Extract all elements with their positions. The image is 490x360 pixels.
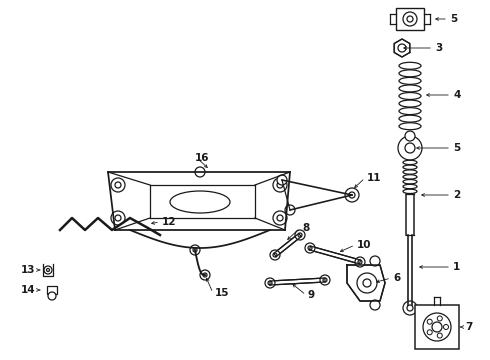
Circle shape [403, 301, 417, 315]
Bar [396, 8, 424, 30]
Circle shape [44, 266, 52, 274]
Circle shape [323, 278, 327, 282]
Bar [47, 286, 57, 294]
Circle shape [349, 192, 355, 198]
Polygon shape [310, 246, 361, 264]
Circle shape [47, 269, 49, 271]
Circle shape [273, 211, 287, 225]
Polygon shape [274, 233, 301, 257]
Circle shape [305, 243, 315, 253]
Circle shape [277, 175, 287, 185]
Text: 2: 2 [453, 190, 460, 200]
Text: 14: 14 [21, 285, 35, 295]
Text: 16: 16 [195, 153, 210, 163]
Polygon shape [347, 265, 385, 301]
Circle shape [298, 233, 302, 237]
Circle shape [48, 292, 56, 300]
Circle shape [200, 270, 210, 280]
Circle shape [437, 316, 442, 321]
Circle shape [265, 278, 275, 288]
Text: 10: 10 [357, 240, 371, 250]
Circle shape [423, 313, 451, 341]
Circle shape [355, 257, 365, 267]
Text: 9: 9 [308, 290, 315, 300]
Circle shape [357, 273, 377, 293]
Circle shape [203, 273, 207, 277]
Circle shape [407, 305, 413, 311]
Circle shape [273, 178, 287, 192]
Text: 1: 1 [453, 262, 460, 272]
Circle shape [320, 275, 330, 285]
Circle shape [277, 182, 283, 188]
Circle shape [308, 246, 312, 250]
Text: 6: 6 [393, 273, 400, 283]
Circle shape [115, 182, 121, 188]
Circle shape [370, 300, 380, 310]
Text: 4: 4 [453, 90, 461, 100]
Circle shape [115, 215, 121, 221]
Circle shape [405, 131, 415, 141]
Circle shape [427, 330, 432, 335]
Circle shape [427, 319, 432, 324]
Circle shape [195, 167, 205, 177]
Circle shape [268, 281, 272, 285]
Circle shape [398, 136, 422, 160]
Circle shape [273, 253, 277, 257]
Circle shape [407, 16, 413, 22]
Circle shape [111, 211, 125, 225]
Text: 5: 5 [453, 143, 460, 153]
Text: 8: 8 [302, 223, 309, 233]
Ellipse shape [170, 191, 230, 213]
Bar [415, 305, 459, 349]
Polygon shape [394, 39, 410, 57]
Polygon shape [270, 278, 325, 285]
Circle shape [437, 333, 442, 338]
Circle shape [277, 215, 283, 221]
Circle shape [405, 143, 415, 153]
Text: 15: 15 [215, 288, 229, 298]
Circle shape [345, 188, 359, 202]
Text: 12: 12 [162, 217, 176, 227]
Circle shape [370, 256, 380, 266]
Circle shape [398, 44, 406, 52]
Text: 13: 13 [21, 265, 35, 275]
Circle shape [295, 230, 305, 240]
Circle shape [363, 279, 371, 287]
Circle shape [193, 248, 197, 252]
Text: 5: 5 [450, 14, 457, 24]
Circle shape [190, 245, 200, 255]
Text: 7: 7 [465, 322, 472, 332]
Text: 11: 11 [367, 173, 382, 183]
Circle shape [270, 250, 280, 260]
Text: 3: 3 [435, 43, 442, 53]
Circle shape [358, 260, 362, 264]
Circle shape [403, 12, 417, 26]
Circle shape [432, 322, 442, 332]
Circle shape [285, 205, 295, 215]
Circle shape [443, 324, 448, 329]
Circle shape [111, 178, 125, 192]
